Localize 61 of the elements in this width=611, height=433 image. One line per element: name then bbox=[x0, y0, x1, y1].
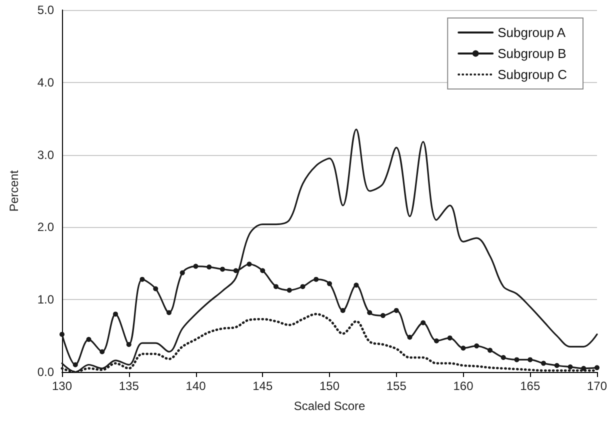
point bbox=[153, 286, 158, 292]
x-tick-label: 160 bbox=[453, 379, 474, 393]
point bbox=[180, 270, 185, 276]
y-axis-title: Percent bbox=[7, 170, 21, 212]
point bbox=[500, 355, 506, 360]
point bbox=[233, 268, 238, 274]
point bbox=[300, 284, 306, 290]
y-tick-label: 3.0 bbox=[37, 148, 54, 162]
point bbox=[100, 349, 105, 354]
legend-label: Subgroup A bbox=[498, 25, 566, 40]
x-axis-title: Scaled Score bbox=[294, 399, 366, 413]
x-tick-label: 130 bbox=[52, 379, 72, 393]
point bbox=[594, 365, 600, 370]
point bbox=[314, 276, 319, 282]
point bbox=[354, 282, 359, 288]
y-tick-label: 2.0 bbox=[37, 220, 54, 234]
point bbox=[568, 364, 573, 370]
point bbox=[286, 288, 292, 293]
point bbox=[126, 342, 132, 347]
point bbox=[220, 266, 225, 272]
point bbox=[460, 346, 466, 351]
point bbox=[394, 308, 399, 313]
point bbox=[380, 313, 386, 318]
point bbox=[340, 308, 346, 313]
x-tick-label: 155 bbox=[386, 379, 407, 393]
point bbox=[166, 310, 172, 316]
legend-label: Subgroup C bbox=[498, 67, 568, 82]
y-tick-label: 1.0 bbox=[37, 292, 54, 307]
y-tick-label: 4.0 bbox=[37, 75, 54, 90]
x-tick-label: 140 bbox=[186, 379, 206, 393]
legend-label: Subgroup B bbox=[498, 46, 566, 61]
point bbox=[420, 320, 426, 326]
point bbox=[447, 335, 452, 340]
point bbox=[113, 312, 118, 317]
point bbox=[528, 357, 533, 362]
point bbox=[140, 276, 145, 282]
point bbox=[367, 310, 372, 316]
x-tick-label: 170 bbox=[586, 379, 608, 393]
point bbox=[327, 281, 332, 286]
point bbox=[581, 366, 586, 371]
x-tick-label: 165 bbox=[520, 379, 540, 393]
x-tick-label: 145 bbox=[252, 379, 273, 393]
y-tick-label: 0.0 bbox=[37, 365, 54, 379]
point bbox=[474, 343, 480, 348]
point bbox=[407, 334, 412, 340]
point bbox=[246, 262, 252, 267]
point bbox=[206, 264, 212, 270]
point bbox=[86, 336, 92, 342]
point bbox=[541, 360, 546, 366]
point bbox=[434, 338, 439, 344]
point bbox=[60, 332, 64, 337]
point bbox=[514, 357, 520, 362]
x-tick-label: 150 bbox=[319, 379, 340, 393]
point bbox=[554, 362, 560, 368]
point bbox=[193, 264, 198, 269]
x-tick-label: 135 bbox=[118, 379, 140, 393]
point bbox=[260, 268, 266, 274]
point bbox=[274, 284, 278, 290]
point bbox=[488, 348, 492, 353]
point bbox=[72, 362, 78, 368]
y-tick-label: 5.0 bbox=[37, 3, 54, 17]
